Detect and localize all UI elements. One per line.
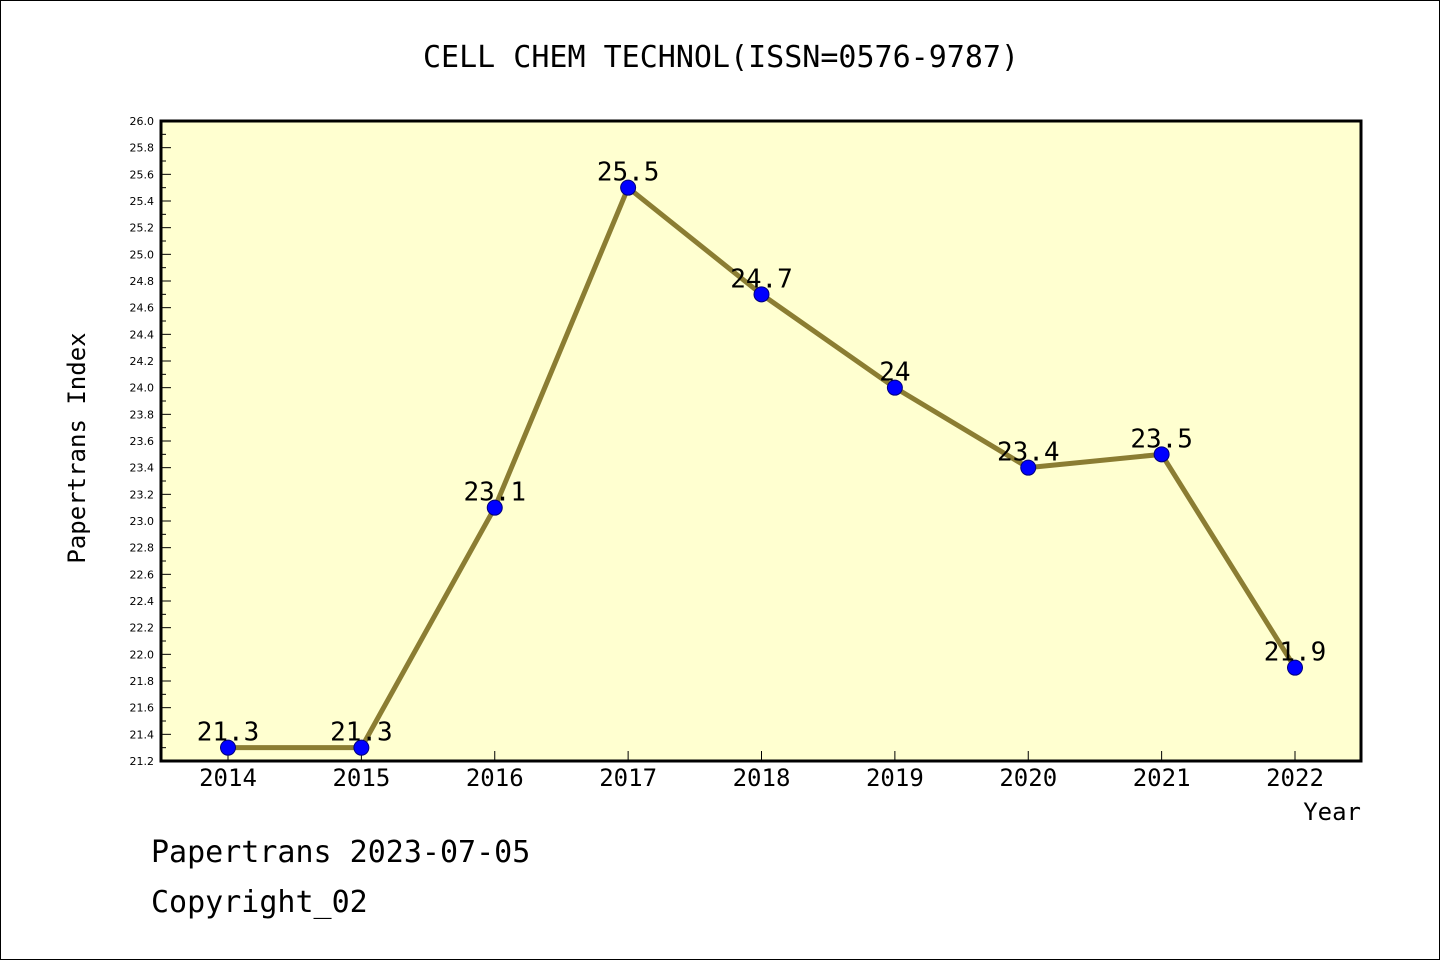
x-tick-label: 2019 [866,764,924,792]
data-label: 25.5 [597,158,660,188]
y-tick-label: 25.4 [130,195,155,208]
y-tick-label: 22.6 [130,568,155,581]
y-tick-label: 21.4 [130,728,155,741]
y-tick-label: 23.8 [130,408,155,421]
x-tick-label: 2020 [999,764,1057,792]
data-label: 23.5 [1130,424,1193,454]
y-tick-label: 24.4 [130,328,155,341]
y-tick-label: 22.0 [130,648,155,661]
data-labels: 21.3 21.3 23.1 25.5 24.7 24 23.4 23.5 21.9 [197,158,1327,748]
y-tick-label: 24.6 [130,302,155,315]
y-tick-label: 23.4 [130,462,155,475]
data-point [1020,459,1037,476]
x-tick-label: 2018 [733,764,791,792]
y-tick-label: 25.0 [130,248,155,261]
y-axis-label: Papertrans Index [63,332,91,563]
series-layer [220,179,1303,756]
y-tick-label: 25.8 [130,142,155,155]
x-axis-label: Year [1303,798,1361,826]
x-axis-ticks: 2014 2015 2016 2017 2018 2019 2020 2021 2022 [199,751,1324,792]
chart-title: CELL CHEM TECHNOL(ISSN=0576-9787) [423,40,1019,75]
x-tick-label: 2017 [599,764,657,792]
data-point [486,499,503,516]
y-tick-label: 25.2 [130,222,155,235]
y-tick-label: 23.6 [130,435,155,448]
data-point [1153,446,1170,463]
y-tick-label: 24.8 [130,275,155,288]
y-axis-ticks: 21.2 21.4 21.6 21.8 22.0 22.2 22.4 22.6 22.8 23.0… [130,115,171,768]
data-point [620,179,637,196]
data-point [353,739,370,756]
footer-date-text: Papertrans 2023-07-05 [151,835,531,870]
data-label: 23.1 [463,478,526,508]
y-tick-label: 22.8 [130,542,155,555]
y-tick-label: 26.0 [130,115,155,128]
x-tick-label: 2022 [1266,764,1324,792]
data-point [1287,659,1303,676]
y-tick-label: 21.2 [130,755,155,768]
y-tick-label: 25.6 [130,168,155,181]
y-tick-label: 21.8 [130,675,155,688]
y-tick-label: 24.2 [130,355,155,368]
y-tick-label: 22.2 [130,622,155,635]
x-tick-label: 2015 [332,764,390,792]
x-tick-label: 2021 [1133,764,1191,792]
data-label: 21.3 [330,718,393,748]
x-tick-label: 2016 [466,764,524,792]
data-point [753,286,770,303]
data-label: 23.4 [997,438,1060,468]
data-label: 24.7 [730,264,793,294]
plot-area [159,119,1363,763]
data-label: 24 [879,358,910,388]
data-label: 21.9 [1264,638,1327,668]
y-tick-label: 21.6 [130,702,155,715]
data-label: 21.3 [197,718,260,748]
y-tick-label: 23.0 [130,515,155,528]
y-tick-label: 23.2 [130,488,155,501]
footer-copyright-text: Copyright_02 [151,885,368,920]
x-tick-label: 2014 [199,764,257,792]
data-point [886,379,903,396]
y-tick-label: 22.4 [130,595,155,608]
data-point [220,739,236,756]
y-tick-label: 24.0 [130,382,155,395]
